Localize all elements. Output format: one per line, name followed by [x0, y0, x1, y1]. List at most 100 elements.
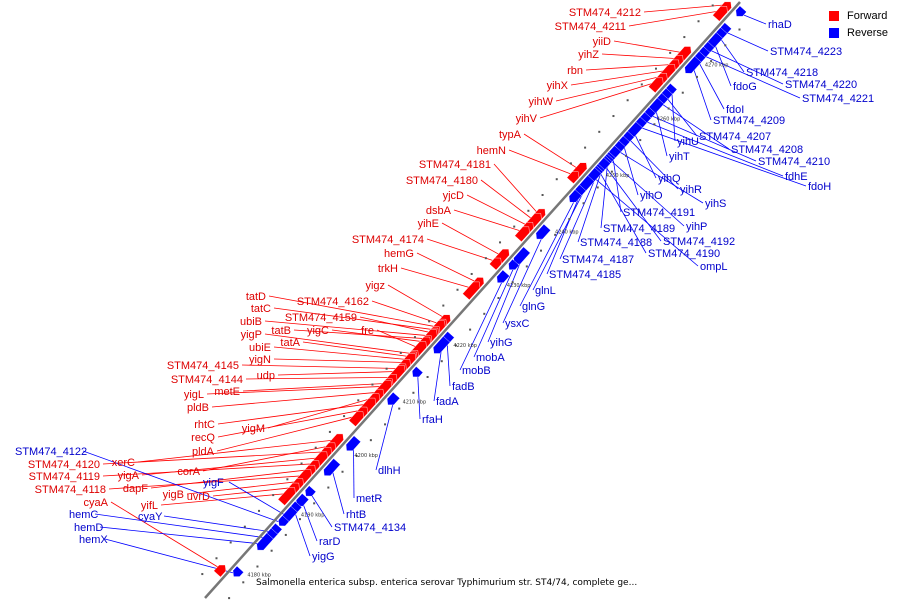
- position-dot: [596, 186, 599, 189]
- reverse-gene-label: STM474_4191: [623, 207, 695, 219]
- position-dot: [584, 146, 587, 149]
- forward-connector: [493, 163, 539, 214]
- position-dot: [313, 502, 316, 505]
- reverse-gene-label: yihU: [677, 136, 699, 148]
- forward-gene-label: STM474_4159: [285, 312, 357, 324]
- position-dot: [357, 399, 360, 402]
- forward-gene-label: udp: [257, 370, 275, 382]
- reverse-connector: [228, 481, 290, 518]
- forward-gene-label: STM474_4211: [555, 21, 626, 33]
- position-dot: [497, 297, 500, 300]
- forward-gene-label: yigB: [163, 489, 184, 501]
- forward-connector: [601, 53, 678, 59]
- forward-gene: [489, 257, 502, 271]
- position-dot: [625, 154, 628, 157]
- reverse-connector: [559, 174, 598, 260]
- reverse-connector: [302, 502, 318, 542]
- forward-connector: [212, 487, 292, 497]
- reverse-connector: [639, 126, 807, 187]
- position-dots: [201, 4, 741, 600]
- reverse-gene: [496, 269, 510, 283]
- position-dot: [229, 541, 232, 544]
- reverse-connector: [310, 493, 333, 528]
- forward-gene-label: yigM: [242, 423, 265, 435]
- forward-connector: [102, 463, 314, 477]
- position-dot: [314, 446, 317, 449]
- sequence-backbone: [204, 1, 741, 599]
- position-dot: [539, 249, 542, 252]
- forward-gene: [648, 77, 664, 93]
- forward-gene: [277, 487, 296, 506]
- reverse-gene-label: rhaD: [768, 19, 792, 31]
- position-dot: [527, 209, 530, 212]
- scale-tick-label: 4190 kbp: [301, 513, 325, 519]
- forward-gene-label: ubiE: [249, 342, 271, 354]
- forward-gene-label: hemG: [384, 248, 414, 260]
- position-dot: [470, 272, 473, 275]
- forward-gene-label: tatA: [280, 337, 300, 349]
- reverse-gene-label: STM474_4187: [562, 254, 634, 266]
- forward-connector: [241, 364, 399, 369]
- gene-features: [213, 1, 747, 578]
- forward-connector: [108, 475, 303, 490]
- position-dot: [215, 557, 218, 560]
- forward-gene-label: yihV: [516, 113, 538, 125]
- legend-reverse-label: Reverse: [847, 27, 888, 39]
- forward-gene-label: pldA: [192, 446, 215, 458]
- reverse-connector: [546, 192, 582, 275]
- position-dot: [341, 470, 344, 473]
- reverse-connector: [593, 177, 699, 267]
- forward-gene-label: dsbA: [426, 205, 452, 217]
- reverse-gene-label: mobB: [462, 365, 491, 377]
- forward-gene-label: STM474_4174: [352, 234, 424, 246]
- reverse-connector: [446, 341, 451, 387]
- position-dot: [426, 375, 429, 378]
- position-dot: [681, 91, 684, 94]
- forward-connector: [628, 10, 720, 27]
- reverse-gene-label: mobA: [476, 352, 505, 364]
- reverse-connector: [82, 450, 285, 524]
- position-dot: [328, 430, 331, 433]
- forward-connector: [216, 415, 357, 452]
- position-dot: [640, 83, 643, 86]
- position-dot: [710, 60, 713, 63]
- reverse-gene-label: fdhE: [785, 171, 808, 183]
- reverse-gene: [278, 515, 290, 527]
- forward-gene: [514, 226, 530, 242]
- scale-ticks: 4180 kbp 4190 kbp 4200 kbp 4210 kbp 4220 kbp…: [247, 63, 728, 579]
- reverse-gene: [304, 485, 317, 497]
- position-dot: [440, 360, 443, 363]
- forward-gene-label: yigP: [241, 329, 262, 341]
- scale-tick-label: 4240 kbp: [555, 230, 579, 236]
- reverse-gene-label: STM474_4122: [15, 446, 87, 458]
- forward-connector: [242, 383, 386, 392]
- forward-gene: [213, 564, 227, 578]
- position-dot: [272, 494, 275, 497]
- reverse-gene-label: yigG: [312, 551, 335, 563]
- reverse-connector: [655, 109, 668, 157]
- position-dot: [413, 336, 416, 339]
- position-dot: [270, 549, 273, 552]
- forward-connector: [293, 329, 426, 340]
- reverse-gene-label: fadA: [436, 396, 459, 408]
- forward-connector: [186, 481, 298, 495]
- reverse-gene-label: yigF: [203, 477, 224, 489]
- forward-gene-label: yihX: [547, 80, 569, 92]
- reverse-connector: [610, 159, 685, 227]
- position-dot: [442, 304, 445, 307]
- position-dot: [541, 194, 544, 197]
- reverse-connector: [417, 374, 421, 420]
- forward-connector: [585, 64, 672, 71]
- reverse-gene: [386, 391, 401, 406]
- forward-connector: [264, 333, 413, 354]
- position-dot: [469, 328, 472, 331]
- position-dot: [667, 107, 670, 110]
- forward-gene-label: yifL: [141, 500, 158, 512]
- forward-connector: [466, 194, 528, 226]
- reverse-connector: [433, 347, 443, 402]
- forward-connector: [387, 284, 445, 319]
- forward-gene-label: recQ: [191, 432, 215, 444]
- forward-gene-label: trkH: [378, 263, 398, 275]
